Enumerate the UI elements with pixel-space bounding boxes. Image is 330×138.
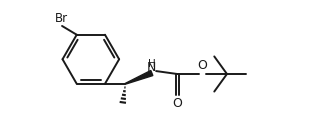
Text: O: O	[172, 97, 182, 110]
Text: N: N	[147, 61, 156, 74]
Polygon shape	[125, 71, 153, 84]
Text: H: H	[148, 59, 156, 69]
Text: Br: Br	[54, 12, 68, 25]
Text: O: O	[198, 59, 208, 72]
